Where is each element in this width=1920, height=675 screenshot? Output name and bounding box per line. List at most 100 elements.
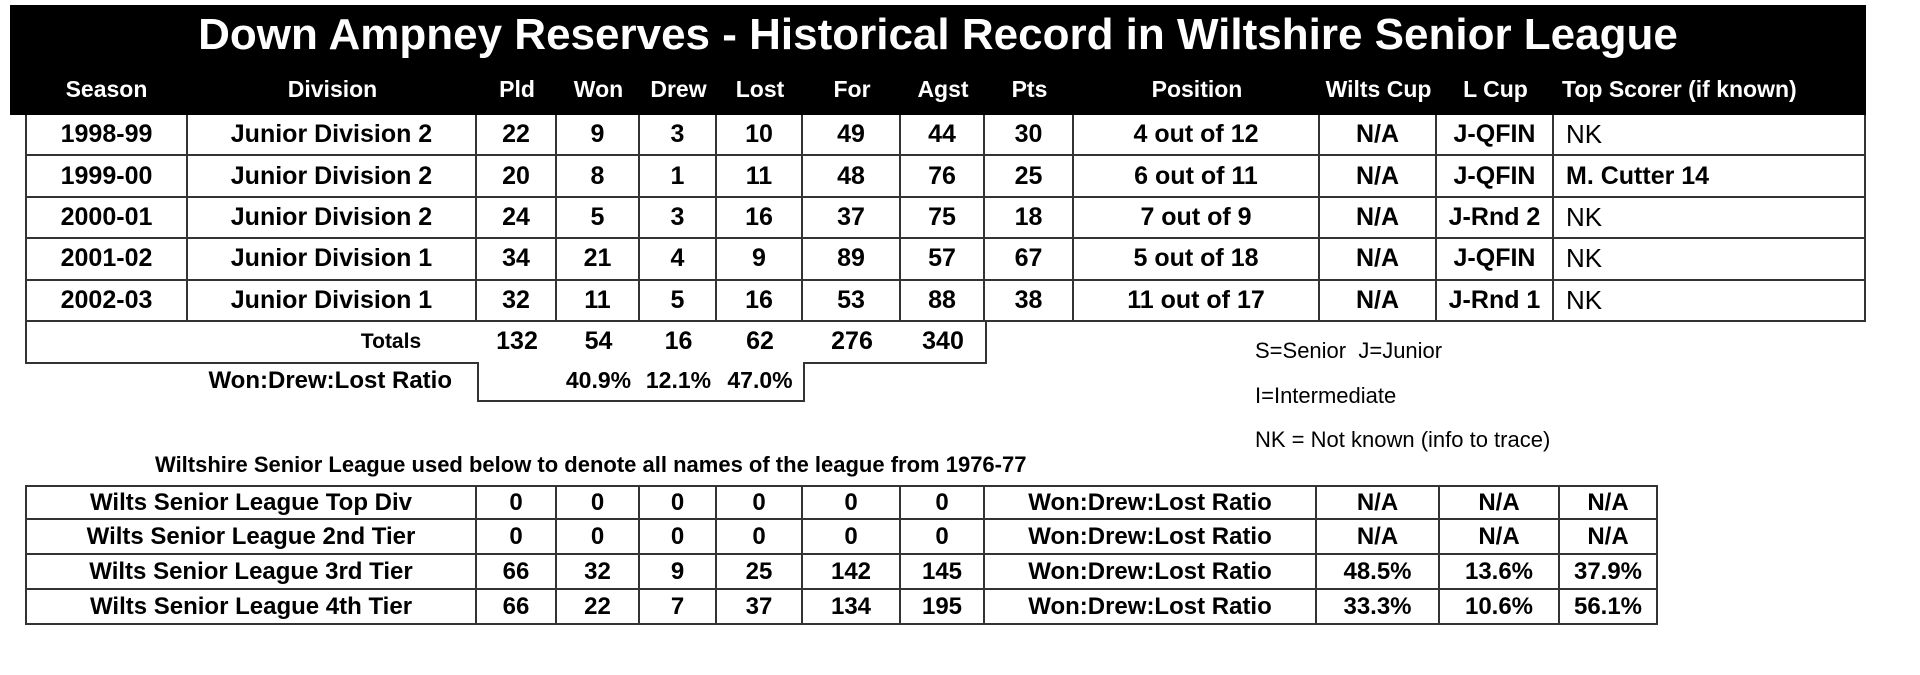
summary-pld: 66: [477, 590, 557, 625]
cell-agst: 76: [901, 156, 985, 198]
summary-lost-pct: 37.9%: [1560, 555, 1658, 590]
ratio-blank-cell: [477, 361, 561, 402]
summary-for: 142: [803, 555, 901, 590]
cell-wilts-cup: N/A: [1320, 156, 1437, 198]
summary-drew-pct: N/A: [1440, 485, 1560, 520]
summary-drew: 0: [640, 520, 717, 555]
cell-lost: 16: [717, 197, 803, 240]
summary-lost-pct: N/A: [1560, 520, 1658, 555]
cell-for: 53: [803, 280, 901, 322]
cell-pts: 25: [985, 156, 1074, 198]
header-season: Season: [65, 75, 148, 102]
ratio-won: 40.9%: [557, 361, 642, 402]
cell-pts: 67: [985, 239, 1074, 281]
summary-for: 134: [803, 590, 901, 625]
cell-lost: 10: [717, 115, 803, 157]
header-for: For: [833, 75, 871, 102]
cell-division: Junior Division 1: [188, 280, 477, 322]
cell-pld: 24: [477, 197, 557, 240]
cell-drew: 4: [640, 239, 717, 281]
cell-division: Junior Division 1: [188, 239, 477, 281]
totals-for: 276: [803, 321, 903, 364]
cell-top-scorer: NK: [1554, 239, 1866, 281]
cell-division: Junior Division 2: [188, 115, 477, 157]
summary-agst: 195: [901, 590, 985, 625]
summary-drew-pct: 10.6%: [1440, 590, 1560, 625]
cell-pld: 32: [477, 280, 557, 322]
cell-wilts-cup: N/A: [1320, 239, 1437, 281]
cell-lost: 16: [717, 280, 803, 322]
cell-top-scorer: NK: [1554, 197, 1866, 240]
cell-position: 11 out of 17: [1074, 280, 1320, 322]
cell-agst: 75: [901, 197, 985, 240]
summary-for: 0: [803, 485, 901, 520]
cell-l-cup: J-QFIN: [1437, 115, 1554, 157]
cell-for: 89: [803, 239, 901, 281]
totals-row: Totals 132 54 16 62 276 340: [25, 321, 1866, 364]
summary-ratio-label: Won:Drew:Lost Ratio: [985, 590, 1317, 625]
summary-won-pct: 48.5%: [1317, 555, 1440, 590]
cell-position: 4 out of 12: [1074, 115, 1320, 157]
header-l-cup: L Cup: [1463, 75, 1528, 102]
summary-won: 22: [557, 590, 640, 625]
summary-label: Wilts Senior League 4th Tier: [25, 590, 477, 625]
history-table: Season Division Pld Won Drew Lost For Ag…: [25, 63, 1866, 402]
summary-ratio-label: Won:Drew:Lost Ratio: [985, 520, 1317, 555]
totals-drew: 16: [640, 321, 719, 364]
title-banner: [10, 5, 1866, 115]
summary-won: 0: [557, 520, 640, 555]
cell-won: 11: [557, 280, 640, 322]
summary-label: Wilts Senior League Top Div: [25, 485, 477, 520]
summary-drew: 7: [640, 590, 717, 625]
cell-season: 2001-02: [25, 239, 188, 281]
header-pts: Pts: [1011, 75, 1048, 102]
summary-label: Wilts Senior League 3rd Tier: [25, 555, 477, 590]
cell-for: 37: [803, 197, 901, 240]
cell-lost: 11: [717, 156, 803, 198]
header-won: Won: [573, 75, 624, 102]
cell-pld: 34: [477, 239, 557, 281]
summary-note: Wiltshire Senior League used below to de…: [155, 452, 1027, 477]
cell-won: 8: [557, 156, 640, 198]
totals-won: 54: [557, 321, 642, 364]
page-title: Down Ampney Reserves - Historical Record…: [198, 10, 1678, 59]
header-position: Position: [1151, 75, 1243, 102]
cell-pts: 18: [985, 197, 1074, 240]
summary-label: Wilts Senior League 2nd Tier: [25, 520, 477, 555]
summary-lost: 37: [717, 590, 803, 625]
summary-pld: 0: [477, 520, 557, 555]
summary-won-pct: N/A: [1317, 520, 1440, 555]
legend-intermediate: I=Intermediate: [1255, 383, 1397, 408]
cell-wilts-cup: N/A: [1320, 115, 1437, 157]
cell-position: 6 out of 11: [1074, 156, 1320, 198]
cell-wilts-cup: N/A: [1320, 197, 1437, 240]
summary-ratio-label: Won:Drew:Lost Ratio: [985, 485, 1317, 520]
cell-won: 21: [557, 239, 640, 281]
cell-drew: 3: [640, 197, 717, 240]
summary-won-pct: 33.3%: [1317, 590, 1440, 625]
summary-agst: 0: [901, 485, 985, 520]
cell-l-cup: J-QFIN: [1437, 239, 1554, 281]
summary-won: 32: [557, 555, 640, 590]
cell-lost: 9: [717, 239, 803, 281]
summary-drew-pct: N/A: [1440, 520, 1560, 555]
summary-won: 0: [557, 485, 640, 520]
cell-top-scorer: NK: [1554, 115, 1866, 157]
summary-ratio-label: Won:Drew:Lost Ratio: [985, 555, 1317, 590]
summary-pld: 0: [477, 485, 557, 520]
cell-position: 5 out of 18: [1074, 239, 1320, 281]
header-drew: Drew: [650, 75, 707, 102]
ratio-row: Won:Drew:Lost Ratio 40.9% 12.1% 47.0%: [25, 361, 1866, 402]
cell-agst: 57: [901, 239, 985, 281]
totals-agst: 340: [901, 321, 987, 364]
cell-for: 48: [803, 156, 901, 198]
cell-season: 1999-00: [25, 156, 188, 198]
legend-senior-junior: S=Senior J=Junior: [1255, 338, 1443, 363]
cell-won: 5: [557, 197, 640, 240]
cell-division: Junior Division 2: [188, 156, 477, 198]
ratio-label: Won:Drew:Lost Ratio: [208, 366, 452, 394]
totals-blank-cell: [25, 321, 309, 364]
summary-drew: 0: [640, 485, 717, 520]
header-lost: Lost: [735, 75, 785, 102]
cell-drew: 3: [640, 115, 717, 157]
